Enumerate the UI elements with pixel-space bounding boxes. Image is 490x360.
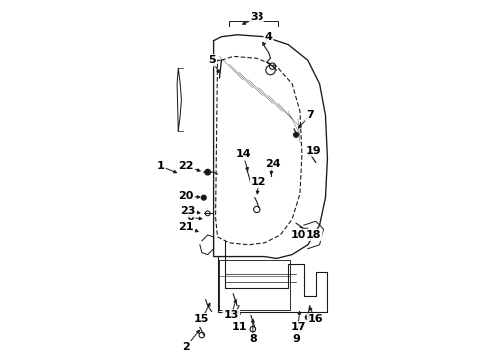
Text: 3: 3 (255, 12, 263, 22)
Text: 20: 20 (178, 191, 194, 201)
Text: 7: 7 (306, 110, 314, 120)
Circle shape (201, 195, 206, 200)
Text: 8: 8 (249, 334, 257, 344)
Text: 15: 15 (194, 314, 210, 324)
Text: 17: 17 (290, 322, 306, 332)
Text: 1: 1 (157, 161, 165, 171)
Text: 22: 22 (178, 161, 194, 171)
Circle shape (305, 315, 310, 320)
Text: 9: 9 (292, 334, 300, 344)
Text: 6: 6 (186, 212, 194, 222)
Text: 11: 11 (231, 322, 247, 332)
Text: 24: 24 (265, 159, 280, 169)
Text: 12: 12 (251, 177, 267, 187)
Text: 2: 2 (182, 342, 190, 352)
Text: 23: 23 (180, 206, 196, 216)
Circle shape (294, 132, 298, 137)
Text: 13: 13 (223, 310, 239, 320)
Circle shape (205, 170, 211, 175)
Text: 14: 14 (235, 149, 251, 159)
Text: 21: 21 (178, 222, 194, 232)
Text: 18: 18 (306, 230, 321, 240)
Text: 19: 19 (306, 145, 321, 156)
Text: 3: 3 (250, 12, 258, 22)
Text: 16: 16 (308, 314, 323, 324)
Text: 4: 4 (265, 32, 272, 42)
Text: 10: 10 (290, 230, 306, 240)
Text: 5: 5 (208, 55, 216, 65)
